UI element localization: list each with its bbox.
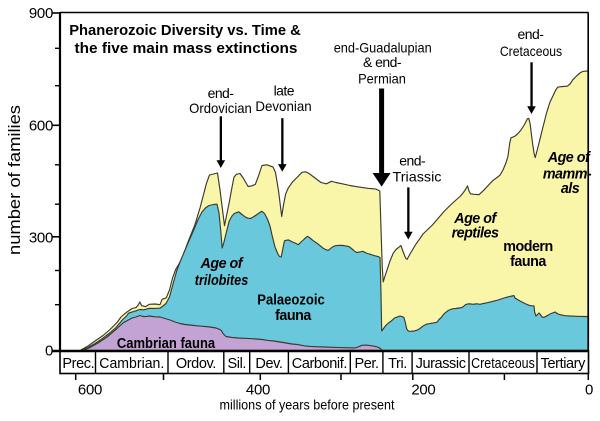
svg-text:late: late bbox=[274, 83, 295, 99]
svg-text:Cambrian.: Cambrian. bbox=[99, 356, 164, 372]
svg-text:Dev.: Dev. bbox=[255, 356, 282, 372]
svg-text:modern: modern bbox=[503, 239, 552, 255]
svg-text:number of families: number of families bbox=[6, 105, 24, 255]
svg-text:fauna: fauna bbox=[275, 308, 312, 324]
svg-text:600: 600 bbox=[78, 381, 102, 398]
svg-text:Cambrian fauna: Cambrian fauna bbox=[117, 336, 216, 352]
svg-text:Tri.: Tri. bbox=[388, 356, 407, 372]
svg-text:Tertiary: Tertiary bbox=[541, 356, 586, 372]
svg-text:Sil.: Sil. bbox=[228, 356, 247, 372]
svg-text:Devonian: Devonian bbox=[255, 98, 311, 114]
svg-text:Prec.: Prec. bbox=[62, 356, 94, 372]
svg-text:reptiles: reptiles bbox=[452, 226, 499, 242]
svg-text:Palaeozoic: Palaeozoic bbox=[257, 293, 325, 309]
svg-text:Ordov.: Ordov. bbox=[176, 356, 216, 372]
svg-text:Carbonif.: Carbonif. bbox=[292, 356, 347, 372]
svg-text:fauna: fauna bbox=[510, 254, 547, 270]
svg-text:trilobites: trilobites bbox=[195, 273, 249, 289]
svg-text:Age of: Age of bbox=[453, 211, 497, 227]
svg-text:900: 900 bbox=[29, 5, 53, 22]
svg-text:Age of: Age of bbox=[547, 150, 591, 166]
svg-text:300: 300 bbox=[29, 229, 53, 246]
svg-text:& end-: & end- bbox=[363, 54, 402, 70]
svg-text:200: 200 bbox=[411, 381, 435, 398]
svg-text:400: 400 bbox=[246, 381, 270, 398]
svg-text:0: 0 bbox=[45, 342, 53, 359]
svg-text:Phanerozoic Diversity vs. Time: Phanerozoic Diversity vs. Time & bbox=[69, 22, 301, 39]
svg-text:millions of years before prese: millions of years before present bbox=[220, 397, 395, 413]
svg-text:end-: end- bbox=[517, 26, 544, 42]
svg-text:als: als bbox=[561, 181, 580, 197]
svg-text:Permian: Permian bbox=[358, 71, 406, 87]
svg-text:end-: end- bbox=[208, 85, 235, 101]
svg-text:Age of: Age of bbox=[200, 256, 244, 272]
svg-text:Triassic: Triassic bbox=[393, 169, 442, 185]
svg-text:end-: end- bbox=[399, 153, 426, 169]
svg-text:Cretaceous: Cretaceous bbox=[500, 43, 562, 59]
svg-text:Jurassic: Jurassic bbox=[416, 356, 466, 372]
svg-text:mamm-: mamm- bbox=[543, 167, 592, 183]
svg-text:Ordovician: Ordovician bbox=[189, 100, 252, 116]
svg-text:0: 0 bbox=[585, 381, 593, 398]
svg-text:Per.: Per. bbox=[354, 356, 378, 372]
svg-text:end-Guadalupian: end-Guadalupian bbox=[334, 40, 432, 56]
svg-text:600: 600 bbox=[29, 118, 53, 135]
svg-text:the five main mass extinctions: the five main mass extinctions bbox=[75, 40, 298, 57]
svg-text:Cretaceous: Cretaceous bbox=[471, 356, 535, 372]
